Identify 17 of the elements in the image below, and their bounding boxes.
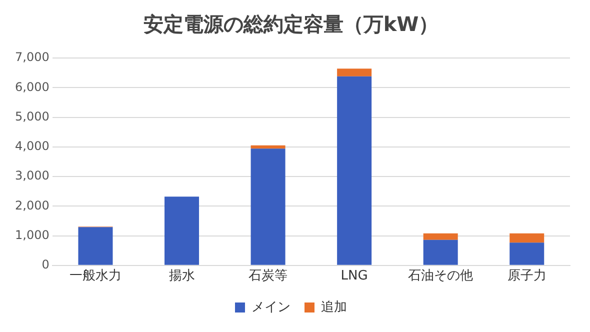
y-tick-label: 0: [42, 258, 50, 272]
x-tick-label: LNG: [340, 268, 368, 284]
chart-title: 安定電源の総約定容量（万kW）: [143, 12, 439, 36]
x-tick-label: 揚水: [168, 268, 195, 284]
x-tick-label: 一般水力: [69, 268, 122, 284]
y-tick-label: 3,000: [14, 168, 50, 183]
x-tick-label: 石炭等: [248, 268, 288, 284]
x-tick-label: 原子力: [507, 268, 546, 284]
legend-label: メイン: [252, 300, 290, 315]
y-tick-label: 7,000: [14, 50, 50, 64]
y-tick-label: 2,000: [14, 198, 50, 212]
y-tick-label: 5,000: [14, 109, 50, 124]
x-tick-label: 石油その他: [408, 268, 474, 284]
y-tick-label: 1,000: [14, 228, 50, 242]
legend-label: 追加: [321, 300, 347, 315]
y-tick-label: 4,000: [14, 139, 50, 154]
y-tick-label: 6,000: [14, 80, 50, 94]
